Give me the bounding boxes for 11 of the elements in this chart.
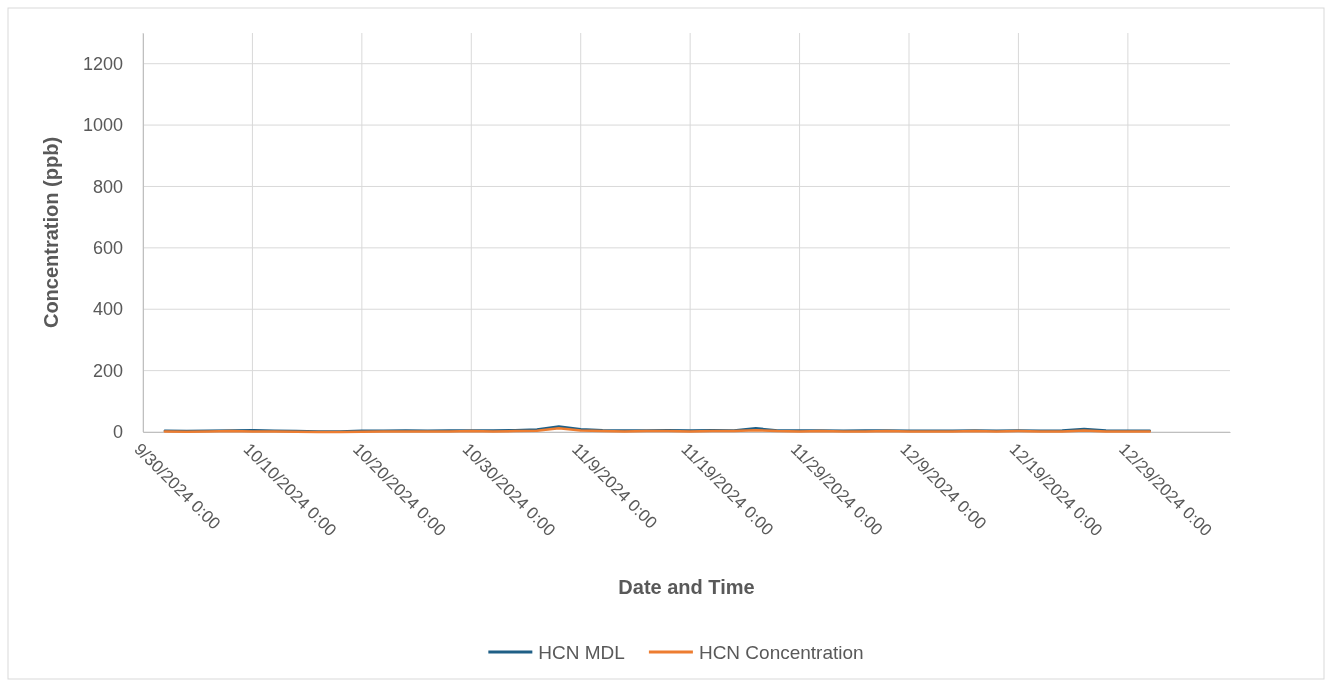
legend-label: HCN MDL: [538, 641, 625, 663]
y-tick-label: 0: [112, 422, 123, 443]
y-tick-label: 600: [92, 238, 123, 259]
y-tick-label: 1200: [82, 53, 123, 74]
x-axis-title: Date and Time: [618, 576, 755, 598]
y-tick-label: 1000: [82, 115, 123, 136]
y-tick-label: 200: [92, 360, 123, 381]
y-axis-title: Concentration (ppb): [40, 136, 62, 329]
y-tick-label: 800: [92, 176, 123, 197]
legend-label: HCN Concentration: [698, 641, 864, 663]
y-tick-label: 400: [92, 299, 123, 320]
